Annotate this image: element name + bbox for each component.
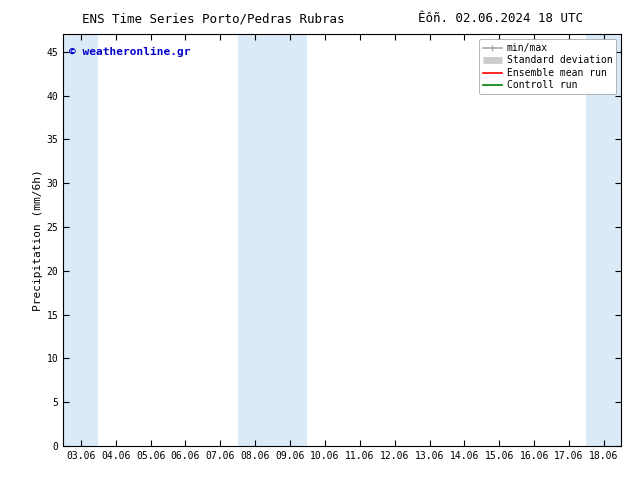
Text: ENS Time Series Porto/Pedras Rubras: ENS Time Series Porto/Pedras Rubras: [82, 12, 345, 25]
Bar: [586, 34, 634, 446]
Text: © weatheronline.gr: © weatheronline.gr: [69, 47, 190, 57]
Text: Êôñ. 02.06.2024 18 UTC: Êôñ. 02.06.2024 18 UTC: [418, 12, 583, 25]
Legend: min/max, Standard deviation, Ensemble mean run, Controll run: min/max, Standard deviation, Ensemble me…: [479, 39, 616, 94]
Bar: [238, 34, 307, 446]
Y-axis label: Precipitation (mm/6h): Precipitation (mm/6h): [32, 169, 42, 311]
Bar: [63, 34, 98, 446]
